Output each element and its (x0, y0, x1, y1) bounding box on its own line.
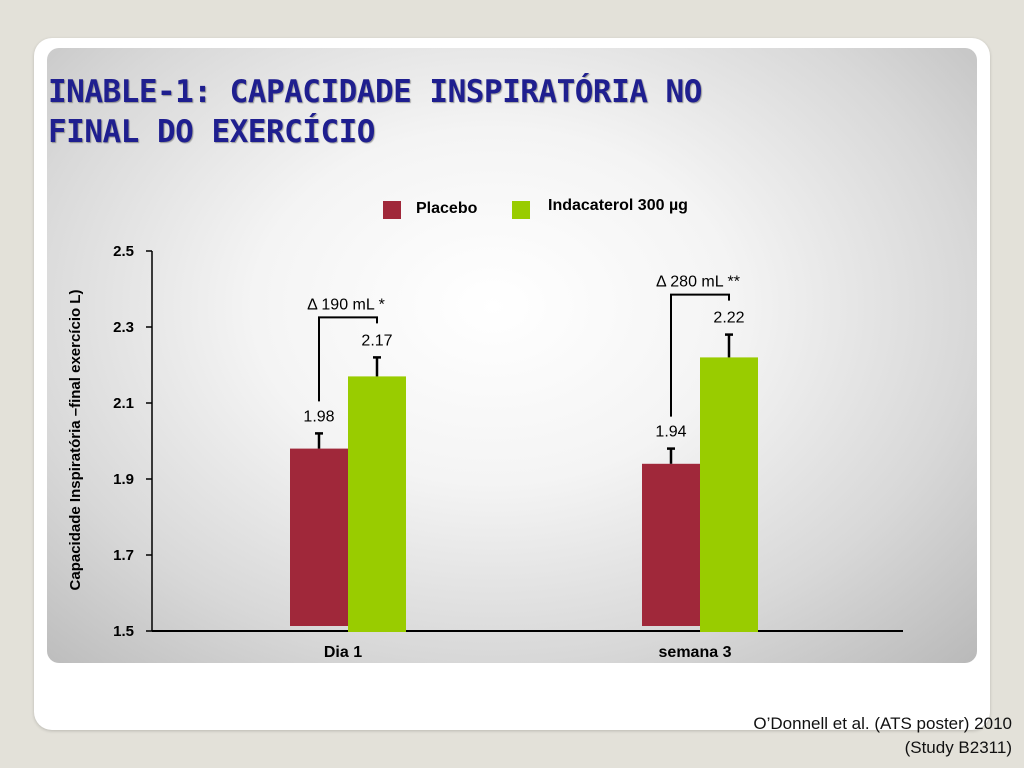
delta-bracket (670, 293, 730, 417)
citation-line-1: O’Donnell et al. (ATS poster) 2010 (753, 714, 1012, 733)
delta-annotation: Δ 190 mL * (307, 296, 385, 313)
y-tick-label: 2.3 (113, 319, 134, 336)
data-label: 1.94 (655, 424, 686, 441)
title-line-2: FINAL DO EXERCÍCIO (48, 114, 375, 150)
x-category-label: semana 3 (659, 644, 732, 661)
y-axis-title: Capacidade Inspiratória –final exercício… (67, 290, 84, 591)
legend-swatch-indacaterol (512, 201, 530, 219)
y-tick-label: 2.1 (113, 395, 134, 412)
data-label: 2.17 (361, 332, 392, 349)
chart-axes: 1.5 1.7 1.9 2.1 2.3 2.5 Capacidade Inspiratóri… (67, 197, 903, 661)
bar-placebo (642, 463, 700, 626)
slide-title: INABLE-1: CAPACIDADE INSPIRATÓRIA NO FIN… (48, 72, 928, 152)
y-tick-label: 1.5 (113, 623, 134, 640)
chart-labels: 1.98 1.94 2.17 2.22 Δ 190 mL * Δ 280 mL ** (303, 274, 744, 441)
bar-indacaterol (700, 357, 758, 632)
y-tick-label: 2.5 (113, 243, 134, 260)
chart-marks (290, 333, 758, 632)
data-label: 1.98 (303, 408, 334, 425)
bar-indacaterol (348, 376, 406, 632)
x-category-label: Dia 1 (324, 644, 362, 661)
title-line-1: INABLE-1: CAPACIDADE INSPIRATÓRIA NO (48, 74, 702, 110)
bar-placebo (290, 448, 348, 626)
y-tick-label: 1.7 (113, 547, 134, 564)
citation-line-2: (Study B2311) (904, 738, 1012, 757)
delta-bracket (318, 316, 378, 402)
delta-annotation: Δ 280 mL ** (656, 274, 740, 291)
legend-label-indacaterol: Indacaterol 300 µg (548, 197, 688, 214)
legend-swatch-placebo (383, 201, 401, 219)
data-label: 2.22 (713, 310, 744, 327)
legend-label-placebo: Placebo (416, 200, 478, 217)
chart-panel (47, 48, 977, 663)
citation: O’Donnell et al. (ATS poster) 2010 (Stud… (753, 712, 1012, 760)
y-tick-label: 1.9 (113, 471, 134, 488)
